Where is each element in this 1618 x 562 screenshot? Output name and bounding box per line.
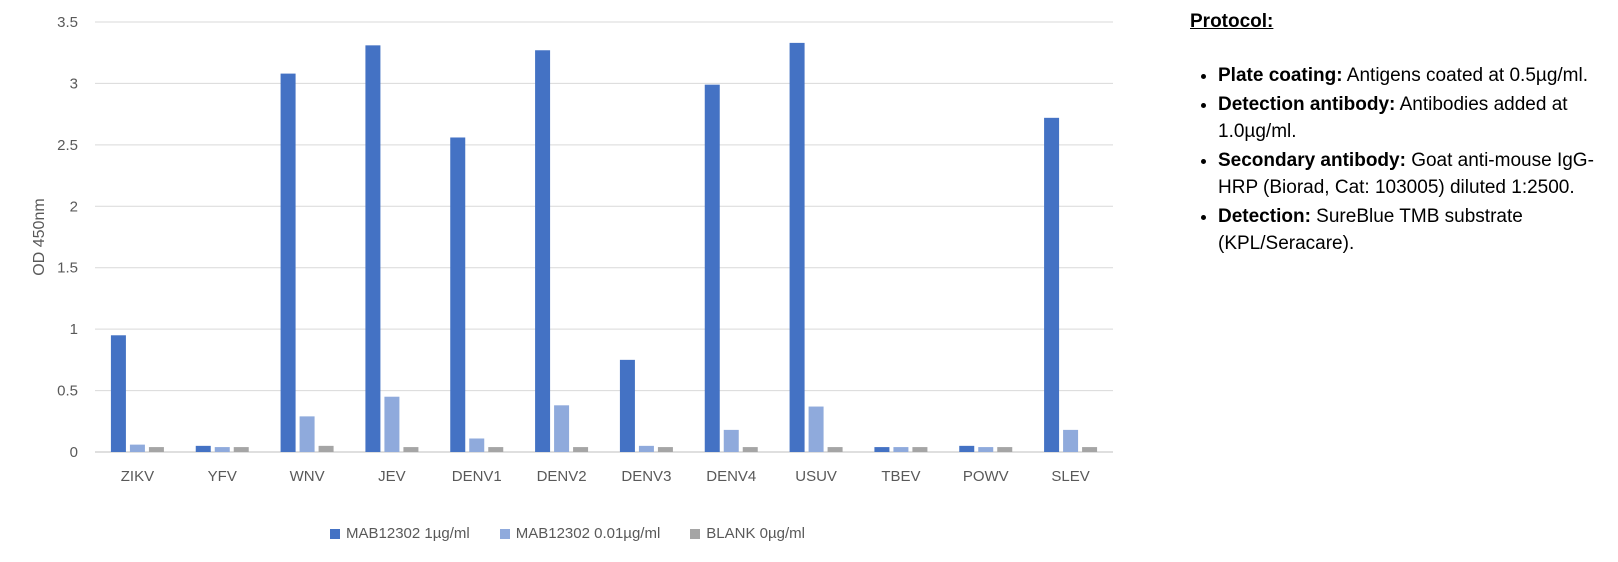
bar-powv-series-1 (959, 445, 975, 452)
y-tick-label: 0.5 (57, 383, 78, 400)
y-tick-label: 1 (70, 321, 78, 338)
bar-denv1-series-1 (450, 137, 466, 452)
bar-wnv-series-1 (280, 73, 296, 452)
x-tick-label: DENV3 (621, 468, 671, 485)
bar-zikv-series-3 (148, 447, 164, 452)
bar-tbev-series-1 (874, 447, 890, 452)
bar-tbev-series-2 (893, 447, 909, 452)
bar-jev-series-1 (365, 45, 381, 452)
protocol-item-text: Antigens coated at 0.5µg/ml. (1342, 65, 1589, 86)
protocol-list: Plate coating: Antigens coated at 0.5µg/… (1190, 62, 1610, 257)
bar-zikv-series-2 (129, 444, 145, 452)
chart-legend: MAB12302 1µg/ml MAB12302 0.01µg/ml BLANK… (330, 525, 805, 542)
x-tick-label: DENV4 (706, 468, 756, 485)
y-tick-label: 2 (70, 198, 78, 215)
x-tick-label: POWV (963, 468, 1009, 485)
protocol-item-secondary-antibody: Secondary antibody: Goat anti-mouse IgG-… (1218, 147, 1610, 201)
y-tick-label: 3 (70, 75, 78, 92)
bar-denv1-series-2 (469, 438, 485, 452)
bar-denv2-series-1 (535, 50, 551, 452)
protocol-panel: Protocol: Plate coating: Antigens coated… (1190, 8, 1610, 259)
legend-item-series-2: MAB12302 0.01µg/ml (499, 525, 661, 542)
bar-zikv-series-1 (110, 335, 126, 452)
bar-denv4-series-1 (704, 84, 720, 453)
bar-yfv-series-1 (195, 445, 211, 452)
legend-item-series-1: MAB12302 1µg/ml (330, 525, 470, 542)
bar-denv2-series-3 (573, 447, 589, 452)
x-tick-label: DENV1 (452, 468, 502, 485)
chart-area: 0 0.5 1 1.5 2 2.5 3 3.5 OD 450nm ZIKV YFV WNV JEV DEN… (31, 14, 1113, 542)
y-tick-label: 1.5 (57, 260, 78, 277)
protocol-item-label: Secondary antibody: (1218, 150, 1406, 171)
protocol-item-text: Goat anti-mouse IgG-HRP (Biorad, Cat: 10… (1218, 150, 1594, 198)
protocol-item-label: Plate coating: (1218, 65, 1343, 86)
x-tick-label: TBEV (881, 468, 920, 485)
legend-swatch-series-1 (330, 528, 340, 539)
x-tick-label: WNV (290, 468, 325, 485)
x-tick-label: USUV (795, 468, 837, 485)
bar-powv-series-2 (978, 447, 994, 452)
protocol-item-text: Antibodies added at 1.0µg/ml. (1218, 94, 1568, 142)
protocol-item-text: SureBlue TMB substrate (KPL/Seracare). (1218, 206, 1523, 254)
bar-jev-series-3 (403, 447, 419, 452)
bar-denv3-series-3 (657, 447, 673, 452)
protocol-item-plate-coating: Plate coating: Antigens coated at 0.5µg/… (1218, 62, 1610, 89)
protocol-item-label: Detection antibody: (1218, 94, 1396, 115)
bar-jev-series-2 (384, 396, 400, 452)
bar-usuv-series-3 (827, 447, 843, 452)
bar-wnv-series-2 (299, 416, 315, 452)
y-axis-title: OD 450nm (31, 198, 48, 275)
legend-swatch-series-2 (499, 528, 510, 539)
legend-item-series-3: BLANK 0µg/ml (690, 525, 805, 542)
bar-slev-series-1 (1044, 117, 1060, 452)
bar-usuv-series-1 (789, 42, 805, 453)
legend-swatch-series-3 (690, 528, 701, 539)
x-tick-label: DENV2 (537, 468, 587, 485)
bar-denv4-series-3 (742, 447, 758, 452)
legend-label-series-2: MAB12302 0.01µg/ml (515, 525, 661, 542)
bar-denv3-series-2 (638, 445, 654, 452)
bar-denv4-series-2 (723, 429, 739, 452)
protocol-item-label: Detection: (1218, 206, 1311, 227)
bar-wnv-series-3 (318, 445, 334, 452)
bar-slev-series-3 (1082, 447, 1098, 452)
bar-yfv-series-2 (214, 447, 230, 452)
protocol-item-detection: Detection: SureBlue TMB substrate (KPL/S… (1218, 203, 1610, 257)
protocol-item-detection-antibody: Detection antibody: Antibodies added at … (1218, 91, 1610, 145)
bar-chart: 0 0.5 1 1.5 2 2.5 3 3.5 OD 450nm ZIKV YFV WNV JEV DEN… (31, 14, 1113, 485)
x-tick-label: YFV (208, 468, 237, 485)
bar-powv-series-3 (997, 447, 1013, 452)
legend-label-series-3: BLANK 0µg/ml (706, 525, 805, 542)
legend-label-series-1: MAB12302 1µg/ml (346, 525, 470, 542)
bar-denv3-series-1 (619, 359, 635, 452)
y-tick-label: 0 (70, 444, 78, 461)
bar-yfv-series-3 (233, 447, 249, 452)
x-tick-label: SLEV (1051, 468, 1089, 485)
bar-denv2-series-2 (554, 405, 570, 452)
y-tick-label: 3.5 (57, 14, 78, 31)
x-tick-label: ZIKV (121, 468, 154, 485)
bar-tbev-series-3 (912, 447, 928, 452)
bar-denv1-series-3 (488, 447, 504, 452)
x-tick-label: JEV (378, 468, 406, 485)
bar-usuv-series-2 (808, 406, 824, 452)
y-tick-label: 2.5 (57, 137, 78, 154)
bar-slev-series-2 (1063, 429, 1079, 452)
protocol-title: Protocol: (1190, 11, 1274, 32)
